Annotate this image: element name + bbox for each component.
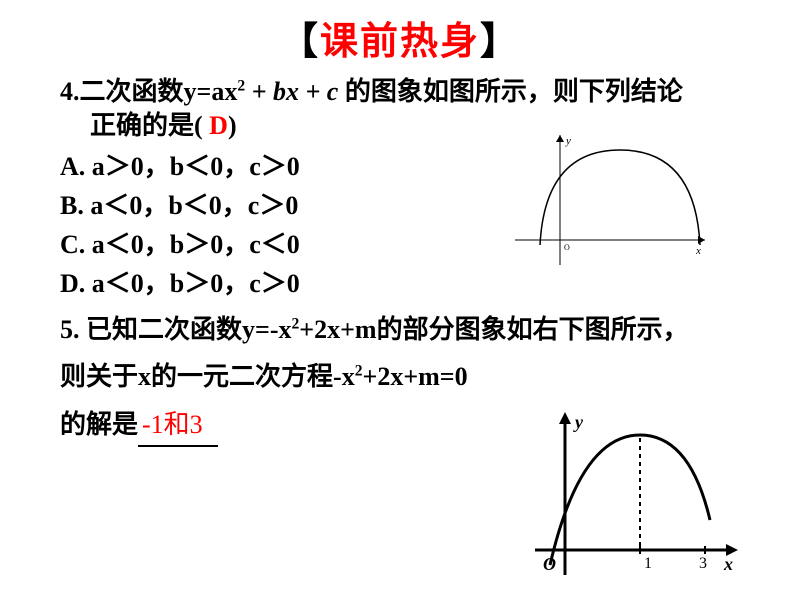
q5-line1: 5. 已知二次函数y=-x2+2x+m的部分图象如右下图所示， — [60, 309, 760, 351]
q5-formula2-neg: -x — [333, 362, 355, 391]
svg-text:3: 3 — [699, 555, 707, 572]
q5-formula1-rest: +2x+m — [299, 315, 376, 344]
q4-c: c — [327, 77, 339, 106]
q5-line3-prefix: 的解是 — [60, 410, 138, 439]
svg-text:x: x — [723, 554, 733, 574]
q4-answer: D — [209, 111, 228, 140]
q4-plus1: + — [245, 77, 273, 106]
title-text: 课前热身 — [320, 21, 480, 63]
q5-suffix1: 的部分图象如右下图所示， — [377, 315, 689, 344]
q5-formula2-rest: +2x+m=0 — [363, 362, 468, 391]
q4-line2-suffix: ) — [228, 111, 237, 140]
q5-line2-mid: 的一元二次方程 — [151, 362, 333, 391]
q4-line2-prefix: 正确的是( — [90, 111, 209, 140]
q4-line1: 4.二次函数y=ax2 + bx + c 的图象如图所示，则下列结论 — [60, 75, 760, 109]
q4-graph: y x O — [510, 130, 710, 270]
title-bracket-open: 【 — [280, 21, 320, 63]
title-bracket-close: 】 — [480, 21, 520, 63]
q4-plus2: + — [299, 77, 327, 106]
q5-line2: 则关于x的一元二次方程-x2+2x+m=0 — [60, 356, 760, 398]
q4-formula-sq: 2 — [237, 77, 245, 94]
q4-suffix1: 的图象如图所示，则下列结论 — [338, 77, 683, 106]
q4-formula-y: y=ax — [184, 77, 238, 106]
q5-line2-prefix: 则关于 — [60, 362, 138, 391]
svg-text:1: 1 — [644, 555, 652, 572]
q5-answer-blank: -1和3 — [138, 404, 218, 448]
q5-graph: y x O 1 3 — [530, 410, 740, 580]
q4-prefix: 4.二次函数 — [60, 77, 184, 106]
q4-bx: bx — [273, 77, 299, 106]
svg-text:x: x — [695, 245, 701, 257]
page-title: 【课前热身】 — [0, 10, 800, 65]
q5-answer: -1和3 — [142, 410, 203, 439]
q5-line2-x: x — [138, 362, 151, 391]
svg-text:O: O — [543, 554, 556, 574]
svg-text:y: y — [573, 412, 584, 432]
q5-formula2-sq: 2 — [355, 363, 363, 380]
svg-text:O: O — [564, 243, 570, 252]
q5-prefix: 5. 已知二次函数 — [60, 315, 242, 344]
q5-formula1-y: y=-x — [242, 315, 291, 344]
svg-text:y: y — [565, 135, 571, 147]
